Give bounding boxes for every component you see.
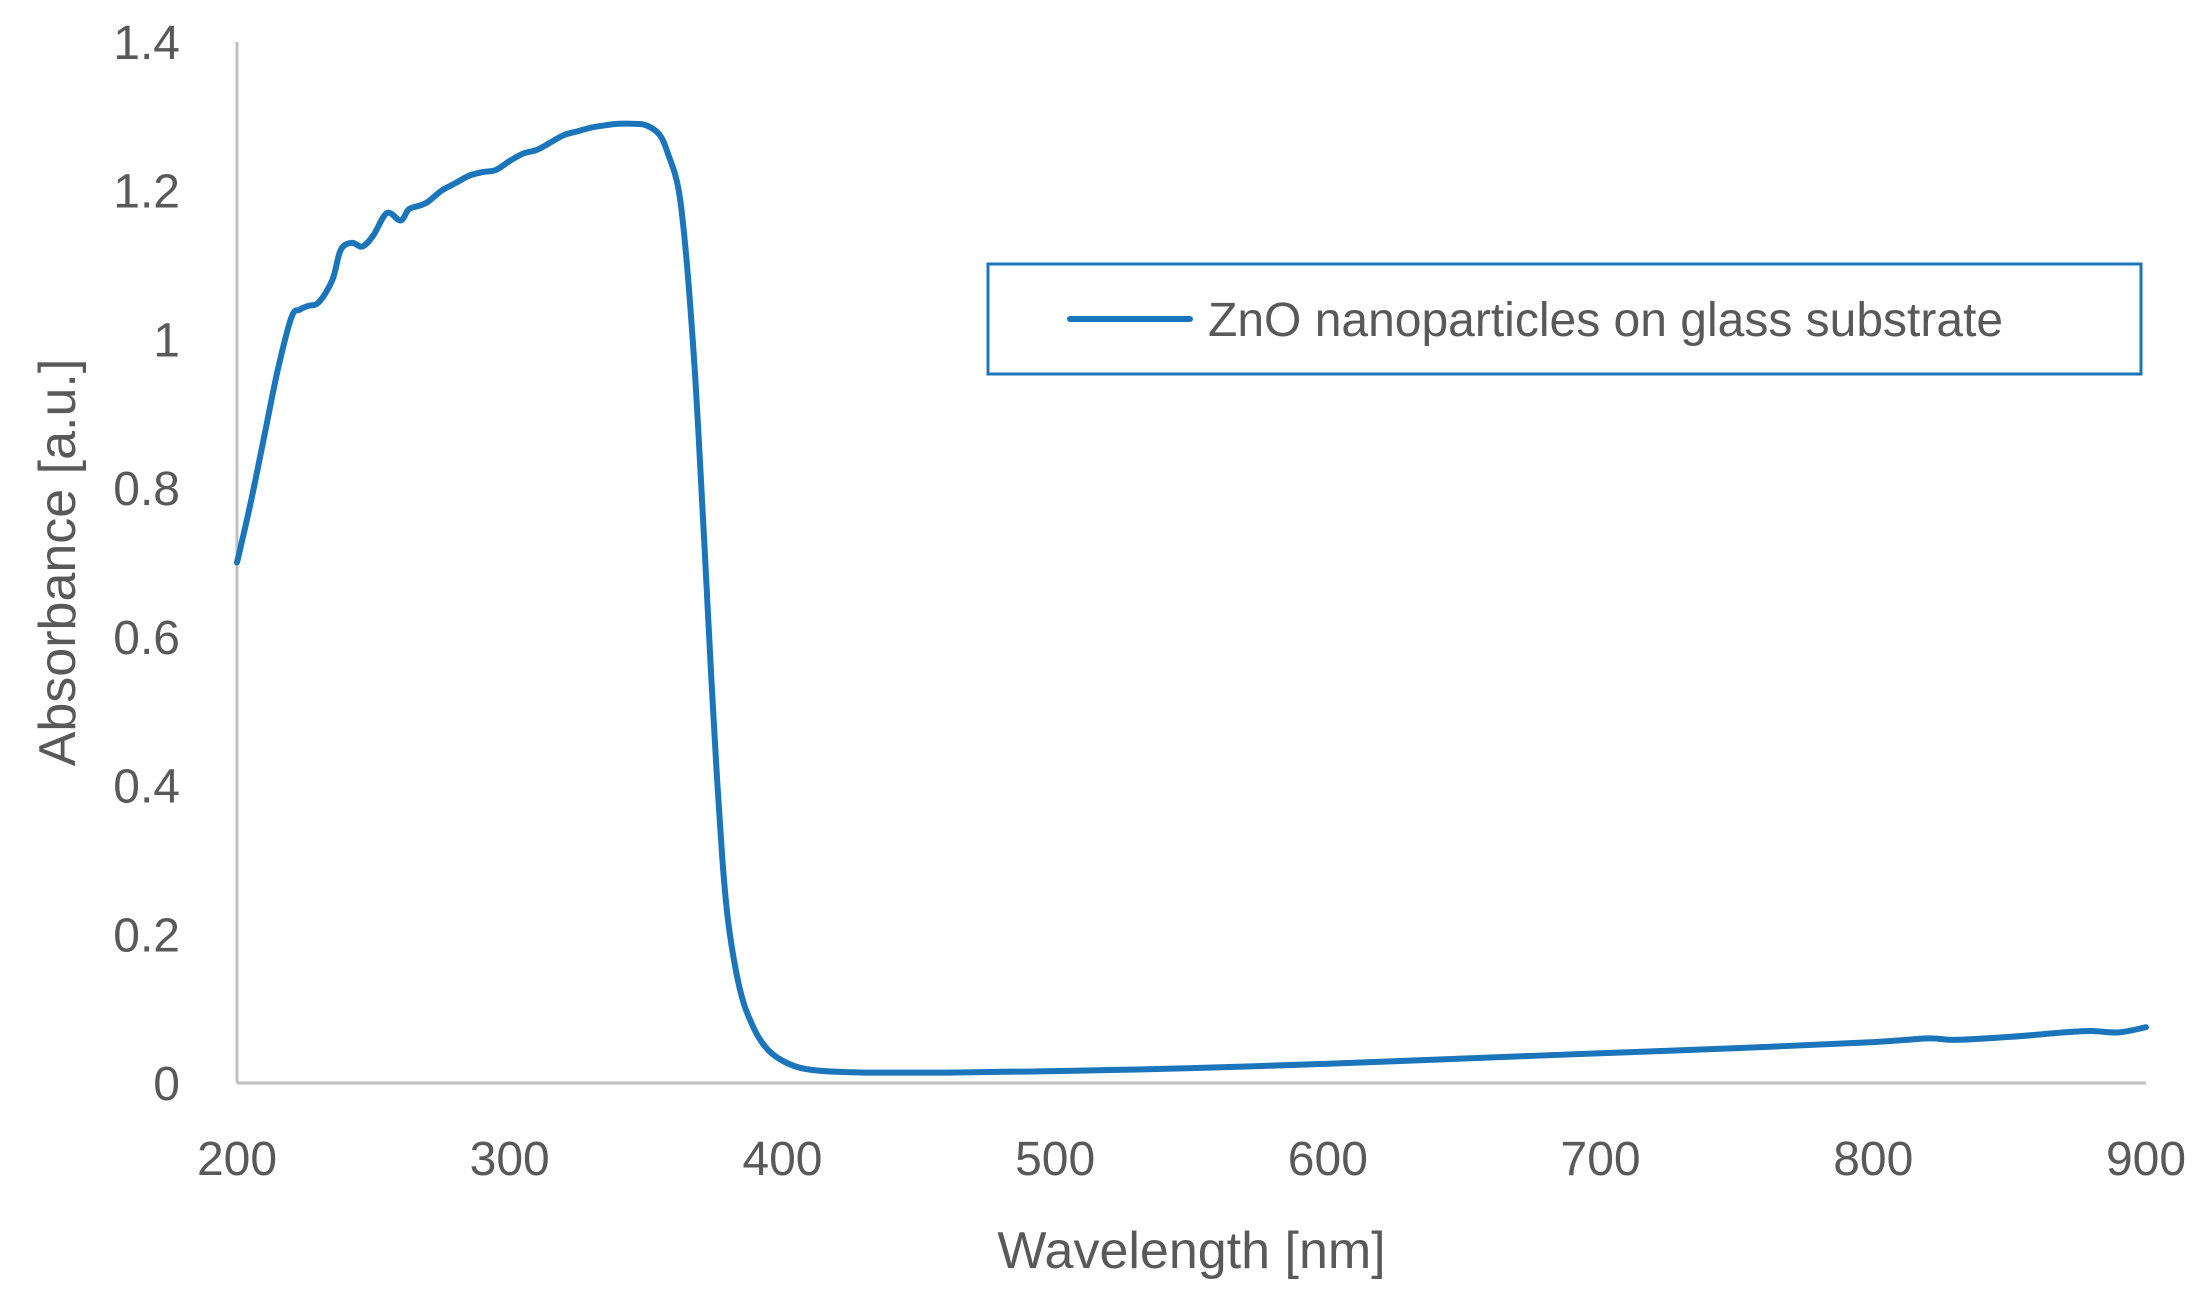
x-tick-label: 500: [1015, 1133, 1095, 1186]
legend-label: ZnO nanoparticles on glass substrate: [1208, 294, 2003, 347]
x-tick-label: 200: [197, 1133, 277, 1186]
y-axis: 0 0.2 0.4 0.6 0.8 1 1.2 1.4: [113, 17, 239, 1111]
y-tick-label: 1: [153, 314, 180, 367]
y-tick-label: 1.2: [113, 166, 180, 219]
series-line-0: [234, 120, 2149, 1076]
y-tick-label: 0.8: [113, 463, 180, 516]
x-tick-label: 400: [742, 1133, 822, 1186]
y-tick-label: 0.2: [113, 909, 180, 962]
series-group: [234, 120, 2149, 1076]
y-tick-label: 0.4: [113, 761, 180, 814]
x-tick-label: 600: [1288, 1133, 1368, 1186]
y-tick-label: 1.4: [113, 17, 180, 70]
legend: ZnO nanoparticles on glass substrate: [986, 262, 2143, 376]
x-axis: 200 300 400 500 600 700 800 900: [197, 1081, 2186, 1186]
x-tick-label: 300: [470, 1133, 550, 1186]
x-tick-label: 700: [1561, 1133, 1641, 1186]
y-tick-label: 0.6: [113, 612, 180, 665]
x-axis-title: Wavelength [nm]: [997, 1222, 1385, 1280]
y-axis-title: Absorbance [a.u.]: [29, 359, 87, 767]
x-tick-label: 900: [2106, 1133, 2186, 1186]
y-tick-label: 0: [153, 1058, 180, 1111]
x-tick-label: 800: [1833, 1133, 1913, 1186]
